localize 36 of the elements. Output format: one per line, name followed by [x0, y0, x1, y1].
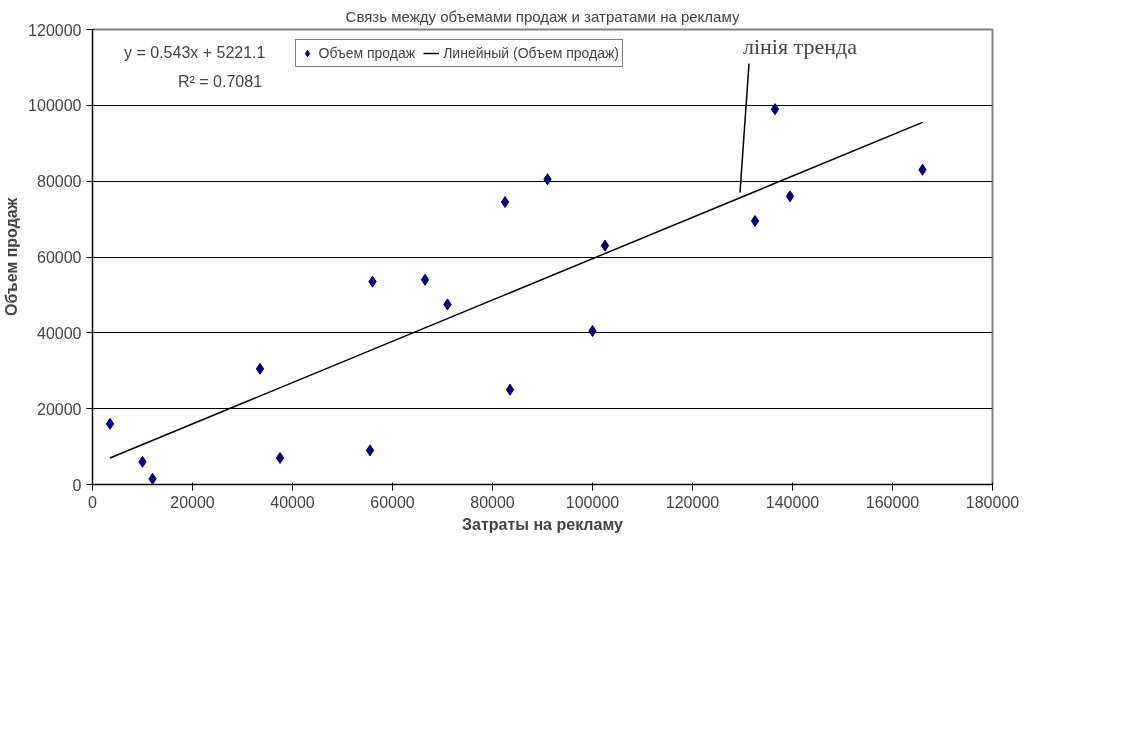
y-tick-label: 60000 [37, 249, 82, 266]
point [105, 417, 115, 430]
x-axis-title: Затраты на рекламу [462, 515, 624, 533]
x-tick-label: 0 [88, 493, 98, 511]
x-tick-label: 40000 [270, 493, 315, 511]
point [275, 451, 285, 464]
point [255, 362, 265, 375]
y-tick-label: 0 [72, 476, 82, 494]
annotation: y = 0.543x + 5221.1 [124, 43, 266, 61]
x-tick-label: 140000 [765, 493, 820, 511]
y-tick-label: 100000 [28, 97, 82, 115]
annotation: R² = 0.7081 [178, 73, 263, 91]
annotation: лінія тренда [743, 33, 858, 59]
y-tick-label: 40000 [37, 324, 82, 342]
x-tick-label: 60000 [370, 493, 415, 511]
y-tick-label: 20000 [37, 400, 82, 418]
point [500, 196, 510, 209]
x-tick-label: 100000 [565, 493, 620, 511]
legend-label: Объем продаж [318, 45, 416, 61]
x-tick-label: 120000 [665, 493, 720, 511]
point [420, 273, 430, 286]
y-tick-label: 80000 [37, 173, 82, 191]
x-tick-label: 80000 [470, 493, 515, 511]
y-axis-title: Объем продаж [3, 197, 21, 317]
point [505, 383, 515, 396]
legend-label: Линейный (Объем продаж) [443, 45, 620, 61]
y-tick-label: 120000 [28, 21, 82, 39]
x-tick-label: 160000 [865, 493, 920, 511]
chart-title: Связь между объемами продаж и затратами на рекламу [345, 7, 740, 25]
point [365, 444, 375, 457]
point [600, 239, 610, 252]
point [750, 214, 760, 227]
point [785, 190, 795, 203]
x-tick-label: 20000 [170, 493, 215, 511]
x-tick-label: 180000 [965, 493, 1020, 511]
point [770, 103, 780, 116]
